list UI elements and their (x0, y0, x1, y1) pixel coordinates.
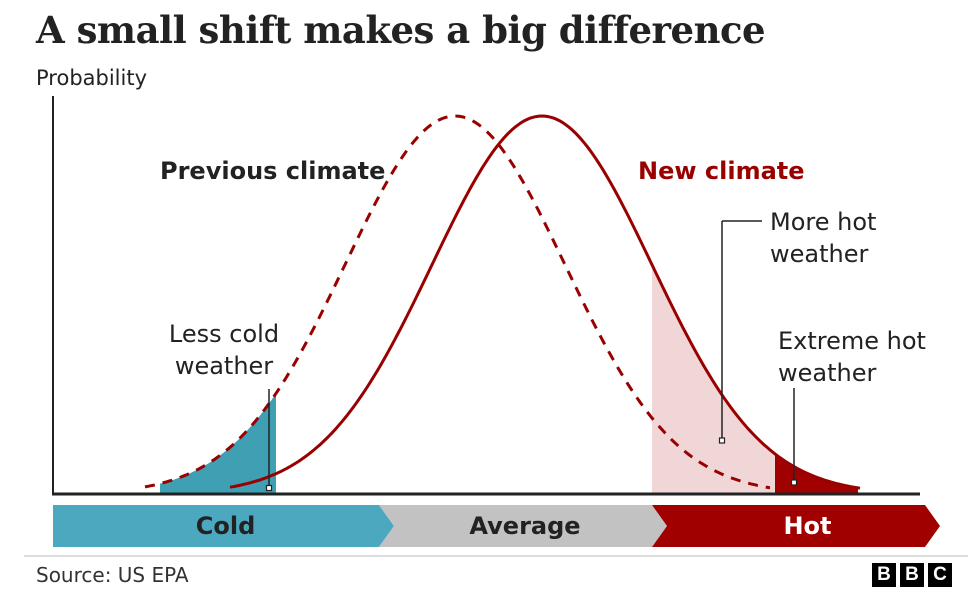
less-cold-line1: Less cold (168, 320, 280, 348)
bbc-logo: B B C (872, 563, 952, 587)
hot-band-label: Hot (783, 512, 832, 540)
bbc-logo-letter-2: B (900, 563, 924, 587)
more-hot-leader (718, 220, 762, 444)
cold-band-label: Cold (195, 512, 256, 540)
source-note: Source: US EPA (36, 563, 189, 587)
extreme-hot-line2: weather (778, 359, 877, 387)
average-band-label: Average (469, 512, 581, 540)
bbc-logo-letter-1: B (872, 563, 896, 587)
less-cold-label: Less cold weather (150, 318, 298, 382)
previous-climate-curve (144, 114, 771, 490)
new-climate-label: New climate (638, 157, 805, 185)
more-hot-line2: weather (770, 240, 869, 268)
bbc-logo-letter-3: C (928, 563, 952, 587)
chart-title: A small shift makes a big difference (36, 8, 766, 52)
cold-band (53, 505, 394, 547)
y-axis-label: Probability (36, 66, 148, 90)
less-cold-region (160, 393, 276, 494)
more-hot-line1: More hot (770, 208, 877, 236)
hot-band (652, 505, 940, 547)
extreme-hot-line1: Extreme hot (778, 327, 926, 355)
more-hot-label: More hot weather (770, 206, 876, 270)
average-band (379, 505, 667, 547)
new-climate-curve (229, 114, 861, 490)
extreme-hot-leader (790, 388, 798, 486)
more-hot-region (652, 264, 775, 494)
less-cold-line2: weather (174, 352, 274, 380)
previous-climate-label: Previous climate (160, 157, 386, 185)
extreme-hot-label: Extreme hot weather (778, 325, 926, 389)
extreme-hot-region (775, 453, 858, 494)
less-cold-leader (265, 389, 273, 492)
